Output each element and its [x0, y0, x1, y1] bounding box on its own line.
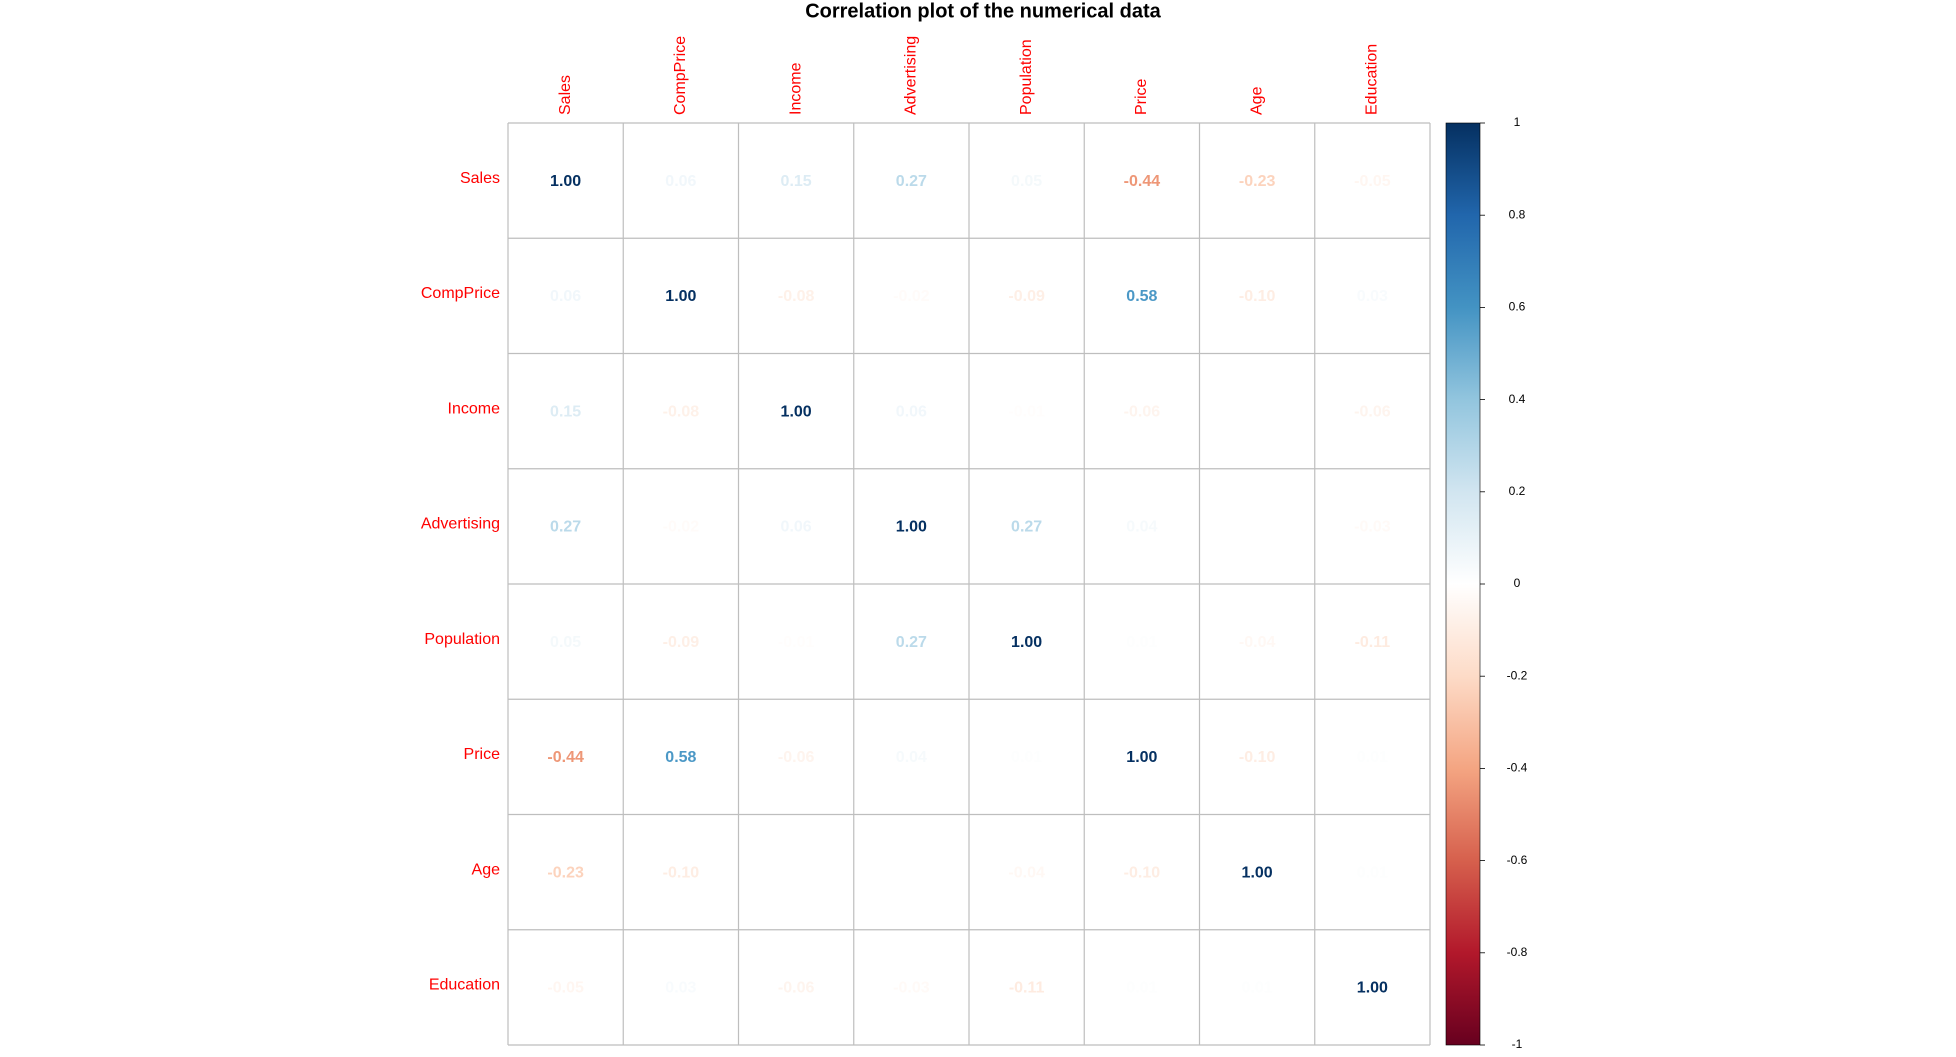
cell-value: 0.03 — [1357, 288, 1388, 305]
cell-value: 1.00 — [665, 288, 696, 305]
cell-value: 0.01 — [1011, 749, 1042, 766]
row-label: Education — [429, 977, 500, 994]
cell-value: 0.01 — [1357, 749, 1388, 766]
cell-value: 1.00 — [1242, 864, 1273, 881]
column-label: Population — [1018, 39, 1035, 115]
column-label: Income — [787, 62, 804, 115]
cell-value: -0.11 — [1009, 980, 1045, 997]
cell-value: 1.00 — [1126, 749, 1157, 766]
chart-title: Correlation plot of the numerical data — [805, 0, 1161, 22]
cell-value: -0.06 — [778, 749, 815, 766]
cell-value: -0.06 — [1354, 403, 1391, 420]
cell-value: 0.00 — [896, 864, 927, 881]
cell-value: -0.03 — [1354, 519, 1391, 536]
row-label: CompPrice — [421, 285, 500, 302]
cell-value: 0.01 — [1242, 980, 1273, 997]
column-label: Age — [1248, 86, 1265, 115]
cell-value: -0.09 — [663, 634, 700, 651]
cell-value: 0.27 — [896, 634, 927, 651]
colorbar-tick-label: 0 — [1514, 576, 1521, 590]
colorbar-tick-label: -0.4 — [1507, 761, 1528, 775]
cell-value: -0.01 — [1008, 403, 1045, 420]
cell-value: 0.15 — [550, 403, 581, 420]
cell-value: -0.05 — [547, 980, 584, 997]
cell-value: 0.01 — [1126, 634, 1157, 651]
cell-value: 0.05 — [550, 634, 581, 651]
cell-value: 0.00 — [1242, 519, 1273, 536]
cell-value: 0.27 — [896, 173, 927, 190]
cell-value: -0.23 — [547, 864, 584, 881]
cell-value: 0.06 — [896, 403, 927, 420]
cell-value: 0.58 — [1126, 288, 1157, 305]
cell-value: 1.00 — [1011, 634, 1042, 651]
colorbar-tick-label: 0.6 — [1509, 300, 1526, 314]
cell-value: -0.44 — [1124, 173, 1161, 190]
cell-value: 0.15 — [781, 173, 812, 190]
cell-value: 0.05 — [1011, 173, 1042, 190]
cell-value: 0.00 — [781, 864, 812, 881]
cell-value: 0.06 — [550, 288, 581, 305]
cell-value: 0.01 — [1126, 980, 1157, 997]
colorbar-tick-label: -0.8 — [1507, 945, 1528, 959]
cell-value: -0.04 — [1008, 864, 1045, 881]
cell-value: -0.23 — [1239, 173, 1276, 190]
cell-value: 1.00 — [781, 403, 812, 420]
colorbar-tick-label: 1 — [1514, 115, 1521, 129]
cell-value: -0.10 — [663, 864, 700, 881]
cell-value: 0.27 — [550, 519, 581, 536]
column-label: Education — [1364, 44, 1381, 115]
cell-value: -0.03 — [893, 980, 930, 997]
cell-value: 0.01 — [1357, 864, 1388, 881]
cell-value: 1.00 — [896, 519, 927, 536]
cell-value: -0.01 — [778, 634, 815, 651]
cell-value: -0.44 — [547, 749, 584, 766]
cell-value: 0.06 — [665, 173, 696, 190]
colorbar-tick-label: -0.2 — [1507, 668, 1528, 682]
colorbar-tick-label: 0.2 — [1509, 484, 1526, 498]
row-label: Price — [464, 746, 501, 763]
cell-value: -0.10 — [1239, 749, 1276, 766]
cell-value: 1.00 — [1357, 980, 1388, 997]
colorbar — [1445, 122, 1481, 1046]
row-label: Age — [472, 861, 501, 878]
cell-value: -0.06 — [778, 980, 815, 997]
cell-value: -0.06 — [1124, 403, 1161, 420]
row-label: Advertising — [421, 516, 500, 533]
cell-value: 0.03 — [665, 980, 696, 997]
colorbar-tick-label: -0.6 — [1507, 853, 1528, 867]
cell-value: 0.06 — [781, 519, 812, 536]
cell-value: -0.08 — [663, 403, 700, 420]
cell-value: 0.04 — [1126, 519, 1157, 536]
cell-value: -0.02 — [663, 519, 700, 536]
column-label: Advertising — [903, 36, 920, 115]
cell-value: -0.05 — [1354, 173, 1391, 190]
cell-value: 0.27 — [1011, 519, 1042, 536]
cell-value: 0.58 — [665, 749, 696, 766]
row-label: Population — [424, 631, 500, 648]
cell-value: -0.09 — [1008, 288, 1045, 305]
row-label: Sales — [460, 170, 500, 187]
cell-value: -0.02 — [893, 288, 930, 305]
cell-value: 1.00 — [550, 173, 581, 190]
colorbar-tick-label: -1 — [1512, 1037, 1523, 1051]
cell-value: -0.08 — [778, 288, 815, 305]
cell-value: -0.10 — [1124, 864, 1161, 881]
row-label: Income — [448, 400, 501, 417]
colorbar-tick-label: 0.8 — [1509, 207, 1526, 221]
column-label: Sales — [557, 75, 574, 115]
column-label: Price — [1133, 78, 1150, 115]
cell-value: -0.11 — [1355, 634, 1391, 651]
cell-value: 0.04 — [896, 749, 927, 766]
colorbar-tick-label: 0.4 — [1509, 392, 1526, 406]
cell-value: -0.04 — [1239, 634, 1276, 651]
cell-value: 0.00 — [1242, 403, 1273, 420]
cell-value: -0.10 — [1239, 288, 1276, 305]
column-label: CompPrice — [672, 36, 689, 115]
